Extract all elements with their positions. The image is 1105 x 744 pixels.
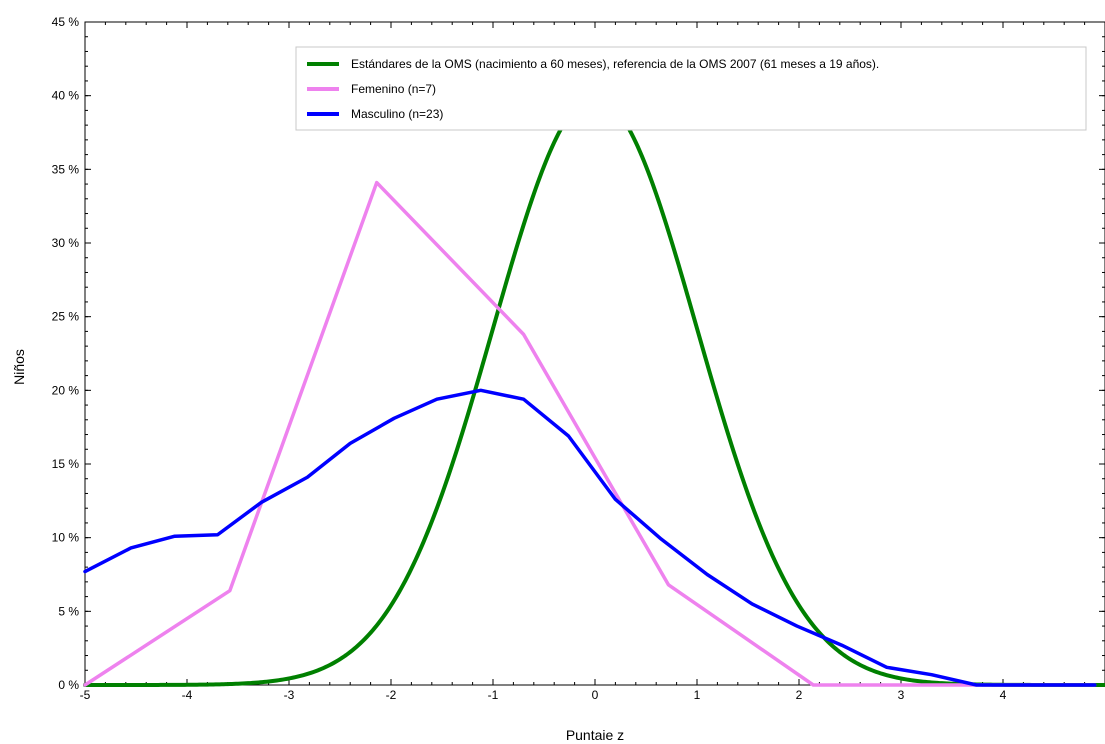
x-tick-label: -2 xyxy=(386,688,397,702)
y-tick-label: 45 % xyxy=(52,15,80,29)
legend: Estándares de la OMS (nacimiento a 60 me… xyxy=(295,46,1087,131)
x-tick-label: -3 xyxy=(284,688,295,702)
y-tick-label: 25 % xyxy=(52,310,80,324)
y-tick-label: 40 % xyxy=(52,89,80,103)
plot-area xyxy=(84,21,1105,686)
x-tick-label: -5 xyxy=(80,688,91,702)
y-tick-label: 30 % xyxy=(52,236,80,250)
legend-label-masculino: Masculino (n=23) xyxy=(351,107,443,121)
x-tick-label: 3 xyxy=(898,688,905,702)
axis-ticks xyxy=(84,21,1105,686)
series-line-femenino xyxy=(83,180,1097,687)
legend-box xyxy=(295,46,1087,131)
x-axis-title: Puntaie z xyxy=(566,727,624,743)
x-tick-label: -4 xyxy=(182,688,193,702)
y-axis-title: Niños xyxy=(11,349,27,385)
y-tick-label: 0 % xyxy=(58,678,79,692)
x-tick-label: -1 xyxy=(488,688,499,702)
legend-label-femenino: Femenino (n=7) xyxy=(351,82,436,96)
y-tick-label: 5 % xyxy=(58,604,79,618)
x-tick-label: 0 xyxy=(592,688,599,702)
x-tick-label: 2 xyxy=(796,688,803,702)
y-tick-label: 20 % xyxy=(52,383,80,397)
y-tick-label: 35 % xyxy=(52,162,80,176)
y-tick-label: 15 % xyxy=(52,457,80,471)
x-tick-label: 4 xyxy=(1000,688,1007,702)
legend-label-oms: Estándares de la OMS (nacimiento a 60 me… xyxy=(351,57,879,71)
axis-tick-labels: -5 -4 -3 -2 -1 0 1 2 3 40 %5 %10 %15 %20 %25 %30 … xyxy=(52,15,1007,702)
series-line-masculino xyxy=(83,388,1097,687)
x-tick-label: 1 xyxy=(694,688,701,702)
y-tick-label: 10 % xyxy=(52,531,80,545)
